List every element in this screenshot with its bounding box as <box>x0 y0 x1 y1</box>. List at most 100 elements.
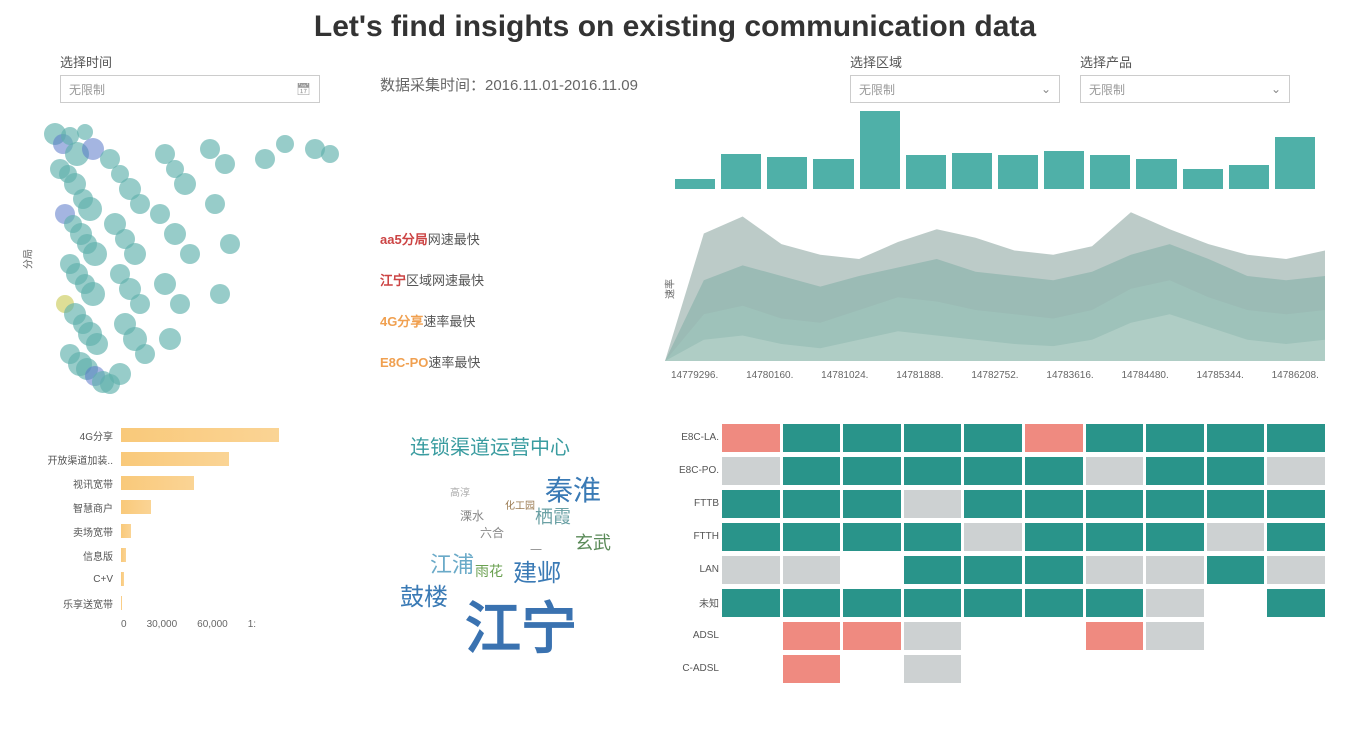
heatmap-cell[interactable] <box>1207 655 1265 683</box>
scatter-point[interactable] <box>220 234 240 254</box>
mini-bar[interactable] <box>767 157 807 189</box>
heatmap-cell[interactable] <box>904 622 962 650</box>
heatmap-cell[interactable] <box>1086 655 1144 683</box>
hbar-row[interactable]: 视讯宽带 <box>35 471 345 495</box>
heatmap-cell[interactable] <box>1086 523 1144 551</box>
heatmap-cell[interactable] <box>1267 589 1325 617</box>
mini-bar[interactable] <box>1275 137 1315 189</box>
wc-word[interactable]: 高淳 <box>450 484 470 499</box>
region-select[interactable]: 无限制 ⌄ <box>850 75 1060 103</box>
heatmap-cell[interactable] <box>1025 457 1083 485</box>
heatmap-cell[interactable] <box>1207 523 1265 551</box>
heatmap-cell[interactable] <box>964 523 1022 551</box>
time-input[interactable]: 无限制 📅︎ <box>60 75 320 103</box>
heatmap-cell[interactable] <box>843 490 901 518</box>
wc-word[interactable]: 雨花 <box>475 561 503 581</box>
heatmap-cell[interactable] <box>1146 556 1204 584</box>
wc-word[interactable]: 玄武 <box>575 529 611 555</box>
mini-bar[interactable] <box>721 154 761 189</box>
heatmap-cell[interactable] <box>1146 523 1204 551</box>
heatmap-cell[interactable] <box>722 655 780 683</box>
scatter-point[interactable] <box>321 145 339 163</box>
scatter-chart[interactable]: 分局 <box>35 109 345 409</box>
mini-bar[interactable] <box>860 111 900 189</box>
hbar-row[interactable]: C+V <box>35 567 345 591</box>
heatmap-cell[interactable] <box>722 523 780 551</box>
scatter-point[interactable] <box>81 282 105 306</box>
wc-word[interactable]: 江宁 <box>465 584 577 665</box>
heatmap-cell[interactable] <box>964 655 1022 683</box>
heatmap-cell[interactable] <box>783 589 841 617</box>
scatter-point[interactable] <box>109 363 131 385</box>
scatter-point[interactable] <box>200 139 220 159</box>
heatmap-cell[interactable] <box>1025 490 1083 518</box>
mini-bar[interactable] <box>1136 159 1176 189</box>
scatter-point[interactable] <box>255 149 275 169</box>
heatmap-cell[interactable] <box>1267 490 1325 518</box>
heatmap-cell[interactable] <box>1146 457 1204 485</box>
heatmap-cell[interactable] <box>722 589 780 617</box>
mini-bar[interactable] <box>906 155 946 189</box>
mini-bar[interactable] <box>1229 165 1269 189</box>
scatter-point[interactable] <box>170 294 190 314</box>
heatmap-cell[interactable] <box>1207 457 1265 485</box>
heatmap-cell[interactable] <box>1146 424 1204 452</box>
heatmap-cell[interactable] <box>964 457 1022 485</box>
wc-word[interactable]: 江浦 <box>430 547 474 579</box>
heatmap-cell[interactable] <box>843 655 901 683</box>
heatmap-cell[interactable] <box>783 556 841 584</box>
heatmap-cell[interactable] <box>1025 523 1083 551</box>
scatter-point[interactable] <box>130 294 150 314</box>
scatter-point[interactable] <box>124 243 146 265</box>
scatter-point[interactable] <box>130 194 150 214</box>
heatmap-cell[interactable] <box>1267 523 1325 551</box>
scatter-point[interactable] <box>78 197 102 221</box>
wc-word[interactable]: 鼓楼 <box>400 577 448 612</box>
heatmap-cell[interactable] <box>783 490 841 518</box>
heatmap-cell[interactable] <box>783 523 841 551</box>
heatmap-cell[interactable] <box>1086 457 1144 485</box>
wc-word[interactable]: 栖霞 <box>535 503 571 529</box>
scatter-point[interactable] <box>159 328 181 350</box>
heatmap-cell[interactable] <box>1146 589 1204 617</box>
hbar-row[interactable]: 乐享送宽带 <box>35 591 345 615</box>
heatmap-cell[interactable] <box>964 622 1022 650</box>
heatmap-cell[interactable] <box>964 589 1022 617</box>
heatmap-cell[interactable] <box>843 556 901 584</box>
heatmap-cell[interactable] <box>1086 424 1144 452</box>
heatmap-cell[interactable] <box>843 424 901 452</box>
heatmap-cell[interactable] <box>843 457 901 485</box>
mini-bar[interactable] <box>1183 169 1223 189</box>
heatmap-cell[interactable] <box>783 424 841 452</box>
heatmap-cell[interactable] <box>843 589 901 617</box>
scatter-point[interactable] <box>174 173 196 195</box>
hbar-row[interactable]: 卖场宽带 <box>35 519 345 543</box>
heatmap-cell[interactable] <box>1267 556 1325 584</box>
hbar-row[interactable]: 4G分享 <box>35 423 345 447</box>
scatter-point[interactable] <box>150 204 170 224</box>
heatmap-cell[interactable] <box>1207 589 1265 617</box>
heatmap-cell[interactable] <box>1025 655 1083 683</box>
wc-word[interactable]: 建邺 <box>513 553 561 588</box>
scatter-point[interactable] <box>210 284 230 304</box>
horizontal-bar-chart[interactable]: 4G分享开放渠道加装..视讯宽带智慧商户卖场宽带信息版C+V乐享送宽带030,0… <box>35 419 345 679</box>
heatmap-cell[interactable] <box>904 655 962 683</box>
heatmap-cell[interactable] <box>964 424 1022 452</box>
heatmap-cell[interactable] <box>783 457 841 485</box>
heatmap-cell[interactable] <box>1267 457 1325 485</box>
scatter-point[interactable] <box>83 242 107 266</box>
wordcloud[interactable]: 连锁渠道运营中心秦淮栖霞玄武建邺江浦鼓楼雨花溧水六合化工园高淳一江宁 <box>355 419 655 679</box>
heatmap-cell[interactable] <box>1025 556 1083 584</box>
scatter-point[interactable] <box>276 135 294 153</box>
scatter-point[interactable] <box>205 194 225 214</box>
heatmap-cell[interactable] <box>1086 622 1144 650</box>
hbar-row[interactable]: 开放渠道加装.. <box>35 447 345 471</box>
heatmap-cell[interactable] <box>1267 655 1325 683</box>
hbar-row[interactable]: 智慧商户 <box>35 495 345 519</box>
mini-bar[interactable] <box>952 153 992 189</box>
heatmap-cell[interactable] <box>1086 589 1144 617</box>
heatmap-cell[interactable] <box>783 622 841 650</box>
heatmap-cell[interactable] <box>1207 556 1265 584</box>
heatmap-cell[interactable] <box>843 523 901 551</box>
heatmap-cell[interactable] <box>1146 622 1204 650</box>
